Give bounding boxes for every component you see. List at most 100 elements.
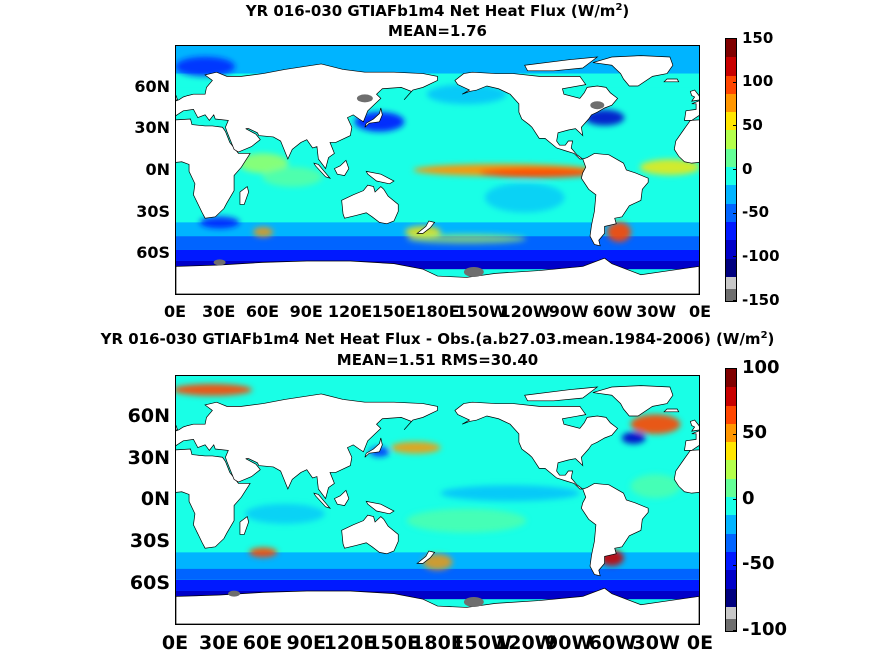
kuroshio-ext-warm-bias [390,441,441,454]
land-eurasia [176,63,438,170]
land-japan [364,107,383,128]
land-nz [416,550,436,564]
colorbar-swatch-darkgray [726,288,736,301]
colorbar-swatch [726,423,736,443]
sea-ice-patch [228,590,241,597]
land-new_guinea [365,500,395,515]
colorbar-swatch [726,497,736,516]
chart-title-2: YR 016-030 GTIAFb1m4 Net Heat Flux - Obs… [0,330,875,348]
x-tick-label: 30W [636,302,677,321]
land-australia [341,514,399,555]
colorbar-swatch-lightgray [726,606,736,619]
malvinas-heating [607,222,632,242]
agulhas-cooling [199,216,240,229]
land-uk [689,89,699,102]
chart-title-2-text: YR 016-030 GTIAFb1m4 Net Heat Flux - Obs… [100,330,761,348]
north-pacific [426,84,507,105]
land-eurasia [684,100,699,121]
land-masses [176,385,699,624]
colorbar-tick-mark [733,564,737,566]
land-masses [176,55,699,294]
colorbar-2 [725,368,737,632]
colorbar-swatch [726,185,736,204]
southern-band-4 [176,260,699,270]
colorbar-tick-label: 150 [742,28,774,47]
south-pacific-bias [406,508,527,533]
y-tick-label: 30S [129,529,170,552]
colorbar-tick-label: 0 [742,487,755,509]
heatmap-svg-2 [176,376,699,624]
x-tick-label: 120E [323,632,377,654]
colorbar-swatch [726,75,736,94]
flux-features [176,56,699,244]
land-greenland [592,385,674,417]
land-eurasia [684,430,699,451]
land-eurasia [176,393,438,500]
equatorial-pacific-bias [440,485,580,502]
chart-title-1-sup: 2 [615,2,623,13]
land-madagascar [239,185,249,205]
chart-subtitle-2: MEAN=1.51 RMS=30.40 [336,351,539,369]
colorbar-swatch [726,203,736,222]
colorbar-tick-mark [733,212,737,214]
colorbar-tick-mark [733,300,737,301]
land-japan [364,437,383,458]
colorbar-tick-label: 50 [742,116,763,135]
colorbar-swatch [726,442,736,461]
y-tick-label: 60S [136,243,170,263]
colorbar-tick-label: -150 [742,290,780,309]
x-tick-label: 60W [592,302,633,321]
colorbar-1 [725,38,737,302]
chart-title-2-sup: 2 [760,330,768,341]
x-tick-label: 30E [199,632,239,654]
colorbar-tick-label: -100 [742,618,788,640]
y-tick-label: 60S [129,571,170,594]
land-greenland [592,55,674,87]
southern-band-3 [176,249,699,261]
land-south_america [580,483,649,577]
land-africa [176,118,251,219]
x-tick-label: 0E [161,632,189,654]
colorbar-swatch-darkgray [726,618,736,631]
land-sumatra [313,492,332,509]
colorbar-tick-label: -50 [742,553,775,575]
colorbar-tick-mark [733,499,737,500]
y-tick-label: 60N [134,76,170,96]
x-tick-label: 150W [455,302,507,321]
colorbar-swatch [726,460,736,479]
tropical-atlantic-bias [630,474,681,499]
y-tick-label: 30N [134,118,170,138]
colorbar-swatch [726,478,736,498]
x-tick-label: 90E [286,632,326,654]
x-tick-label: 0E [163,302,187,321]
x-tick-label: 120W [499,302,551,321]
colorbar-tick-label: 100 [742,72,774,91]
land-madagascar [239,515,249,535]
south-pacific-band [406,233,527,244]
x-tick-label: 90E [289,302,323,321]
heatmap-plot-1 [175,45,700,295]
land-antarctica [176,257,699,294]
sea-ice-patch [356,94,373,103]
land-africa [176,448,251,549]
y-tick-label: 30S [136,201,170,221]
colorbar-swatch [726,570,736,589]
arabian-sea [238,153,289,174]
land-arctic_islands [524,386,599,402]
x-tick-label: 0E [686,632,714,654]
land-new_guinea [365,170,395,185]
land-iceland [663,78,680,83]
land-uk [176,425,178,431]
land-north_america [454,401,619,490]
southern-band-4 [176,590,699,600]
gulf-stream-cold-bias [621,432,646,444]
colorbar-swatch [726,387,736,406]
colorbar-swatch [726,515,736,534]
sea-ice-patch [463,267,484,277]
equatorial-pacific-core [479,167,599,178]
land-africa [673,119,699,164]
y-tick-label: 0N [140,488,170,511]
colorbar-swatch [726,112,736,131]
colorbar-tick-mark [733,433,737,435]
x-tick-label: 60E [242,632,283,654]
